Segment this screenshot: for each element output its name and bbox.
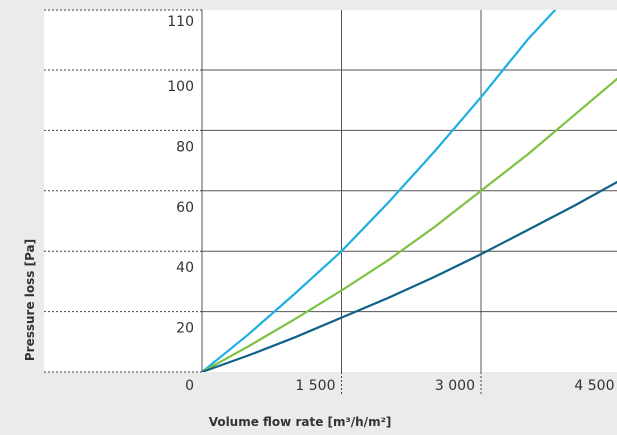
x-tick-label: 3 000 (435, 378, 475, 394)
y-tick-label: 60 (176, 200, 194, 216)
y-tick-label: 110 (167, 14, 194, 30)
x-tick-label: 0 (185, 378, 194, 394)
x-axis-label: Volume flow rate [m³/h/m²] (209, 415, 392, 429)
x-tick-label: 1 500 (295, 378, 335, 394)
y-tick-label: 80 (176, 139, 194, 155)
y-tick-label: 20 (176, 321, 194, 337)
y-axis-label: Pressure loss [Pa] (23, 239, 37, 361)
series-line-1 (202, 10, 557, 372)
series-lines (202, 10, 617, 372)
series-line-2 (202, 77, 617, 372)
series-line-3 (202, 180, 617, 372)
y-tick-label: 40 (176, 260, 194, 276)
x-tick-label: 4 500 (574, 378, 614, 394)
tick-labels: 20 40 60 80 100 110 0 1 500 3 000 4 500 (167, 14, 614, 394)
y-tick-label: 100 (167, 79, 194, 95)
